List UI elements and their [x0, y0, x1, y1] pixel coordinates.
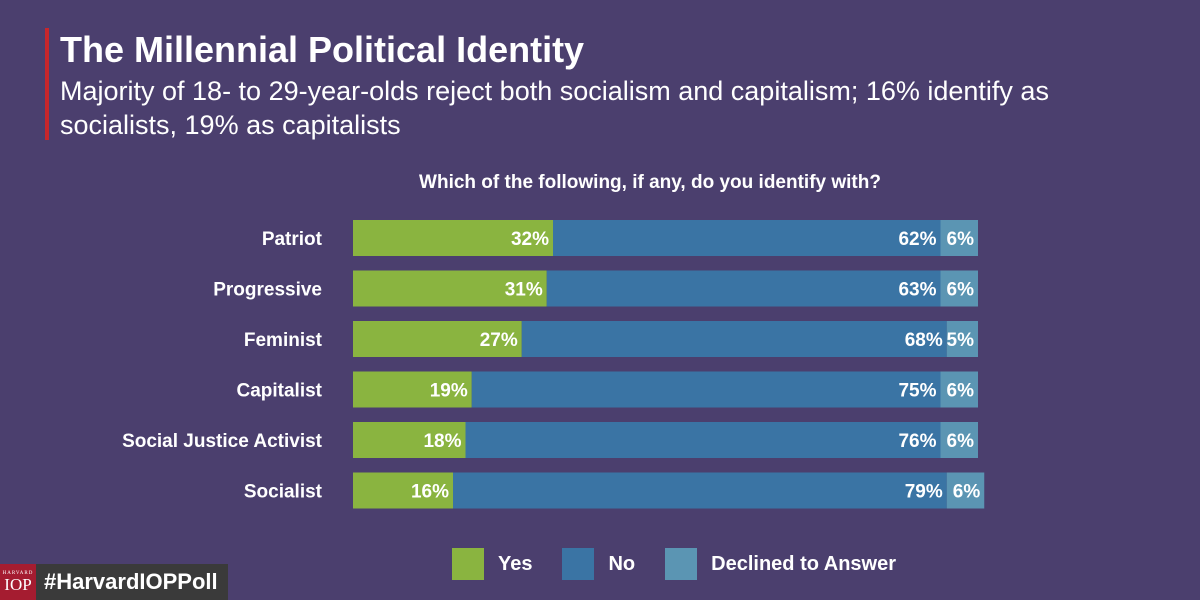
value-label-no-patriot: 62%	[898, 229, 936, 250]
legend-item-declined: Declined to Answer	[665, 548, 896, 580]
bar-yes-capitalist	[353, 371, 472, 408]
bar-yes-feminist	[353, 321, 522, 357]
value-label-no-feminist: 68%	[905, 330, 943, 351]
value-label-no-progressive: 63%	[898, 280, 936, 301]
logo-big-text: IOP	[4, 574, 32, 594]
bar-no-capitalist	[471, 371, 941, 408]
category-label-progressive: Progressive	[213, 280, 322, 301]
legend-swatch-yes	[452, 548, 484, 580]
legend-label-no: No	[608, 552, 636, 575]
bar-declined-to-answer-socialist	[946, 472, 985, 509]
bar-no-feminist	[521, 321, 947, 357]
value-label-declined-to-answer-socialist: 6%	[953, 482, 981, 503]
bar-no-social-justice-activist	[465, 422, 941, 458]
legend-swatch-declined	[665, 548, 698, 580]
bar-yes-social-justice-activist	[353, 422, 466, 458]
value-label-yes-social-justice-activist: 18%	[423, 431, 461, 452]
value-label-yes-feminist: 27%	[480, 330, 518, 351]
value-label-declined-to-answer-progressive: 6%	[947, 280, 975, 301]
footer-branding: HARVARD IOP #HarvardIOPPoll	[0, 564, 228, 600]
category-label-patriot: Patriot	[262, 229, 323, 250]
bar-declined-to-answer-social-justice-activist	[940, 422, 978, 458]
bar-declined-to-answer-capitalist	[940, 371, 978, 408]
bar-no-socialist	[453, 472, 947, 509]
category-label-capitalist: Capitalist	[236, 381, 322, 402]
value-label-yes-capitalist: 19%	[430, 381, 468, 402]
legend-label-yes: Yes	[498, 552, 533, 575]
value-label-declined-to-answer-capitalist: 6%	[947, 381, 975, 402]
chart-legend: Yes No Declined to Answer	[452, 548, 926, 580]
page-subtitle: Majority of 18- to 29-year-olds reject b…	[60, 76, 1049, 140]
harvard-iop-logo: HARVARD IOP	[0, 564, 36, 600]
legend-item-no: No	[562, 548, 635, 580]
value-label-yes-socialist: 16%	[411, 482, 449, 503]
bar-declined-to-answer-feminist	[946, 321, 978, 357]
value-label-no-capitalist: 75%	[898, 381, 936, 402]
title-accent-bar	[45, 28, 49, 140]
legend-swatch-no	[562, 548, 595, 580]
category-label-social-justice-activist: Social Justice Activist	[122, 431, 323, 452]
legend-item-yes: Yes	[452, 548, 532, 580]
value-label-declined-to-answer-feminist: 5%	[947, 330, 975, 351]
value-label-yes-progressive: 31%	[505, 280, 543, 301]
bar-yes-progressive	[353, 270, 547, 307]
bar-yes-socialist	[353, 472, 453, 509]
hashtag-label: #HarvardIOPPoll	[36, 564, 228, 600]
page-title: The Millennial Political Identity	[60, 29, 585, 70]
bar-yes-patriot	[353, 220, 553, 256]
category-label-socialist: Socialist	[244, 482, 323, 503]
legend-label-declined: Declined to Answer	[711, 552, 897, 575]
category-label-feminist: Feminist	[244, 330, 323, 351]
value-label-no-social-justice-activist: 76%	[898, 431, 936, 452]
value-label-yes-patriot: 32%	[511, 229, 549, 250]
bar-declined-to-answer-patriot	[940, 220, 978, 256]
logo-small-text: HARVARD	[2, 570, 34, 576]
bar-no-progressive	[546, 270, 941, 307]
value-label-declined-to-answer-social-justice-activist: 6%	[947, 431, 975, 452]
value-label-no-socialist: 79%	[905, 482, 943, 503]
bar-no-patriot	[553, 220, 941, 256]
bar-declined-to-answer-progressive	[940, 270, 978, 307]
chart-title: Which of the following, if any, do you i…	[419, 172, 881, 193]
value-label-declined-to-answer-patriot: 6%	[947, 229, 975, 250]
